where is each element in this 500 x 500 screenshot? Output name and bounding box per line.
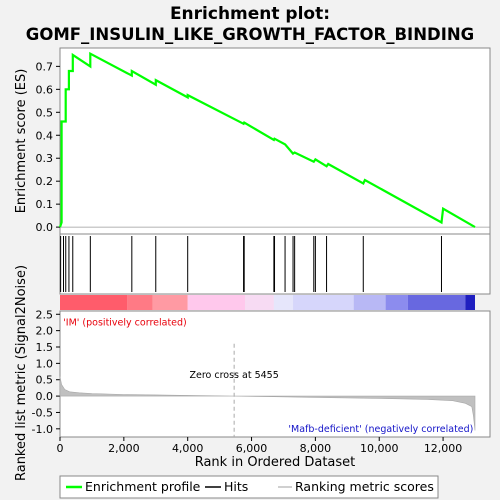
legend-box <box>59 475 439 499</box>
metric-y-tick-label: 2.0 <box>36 325 54 338</box>
es-y-tick-label: 0.0 <box>36 221 54 234</box>
x-tick-label: 12,000 <box>424 442 463 455</box>
x-tick-label: 0 <box>57 442 64 455</box>
metric-y-ticks: -1.0 -0.5 0.0 0.5 1.0 1.5 2.0 2.5 <box>32 308 60 436</box>
es-y-tick-label: 0.1 <box>36 198 54 211</box>
legend-es-label: Enrichment profile <box>85 479 201 494</box>
chart-title-line1: Enrichment plot: <box>170 4 330 24</box>
x-tick-label: 6,000 <box>236 442 268 455</box>
es-y-ticks: 0.0 0.1 0.2 0.3 0.4 0.5 0.6 0.7 <box>36 60 60 234</box>
x-tick-label: 2,000 <box>108 442 140 455</box>
legend: Enrichment profile Hits Ranking metric s… <box>59 475 439 499</box>
enrichment-score-panel: 0.0 0.1 0.2 0.3 0.4 0.5 0.6 0.7 Enrichment scor… <box>14 47 491 235</box>
chart-title-line2: GOMF_INSULIN_LIKE_GROWTH_FACTOR_BINDING <box>26 25 474 44</box>
es-y-tick-label: 0.5 <box>36 106 54 119</box>
hit-lines <box>60 236 442 292</box>
es-y-tick-label: 0.7 <box>36 60 54 73</box>
rank-bar-segment <box>273 295 294 310</box>
metric-y-tick-label: 0.5 <box>36 374 54 387</box>
rank-color-bar <box>60 295 475 310</box>
es-y-tick-label: 0.6 <box>36 83 54 96</box>
x-tick-label: 4,000 <box>172 442 204 455</box>
x-axis-label: Rank in Ordered Dataset <box>195 455 356 470</box>
rank-bar-segment <box>245 295 274 310</box>
rank-bar-segment <box>187 295 246 310</box>
x-tick-label: 8,000 <box>300 442 332 455</box>
es-y-tick-label: 0.2 <box>36 175 54 188</box>
rank-bar-segment <box>385 295 408 310</box>
es-y-axis-label: Enrichment score (ES) <box>14 69 29 214</box>
metric-y-tick-label: 0.0 <box>36 390 54 403</box>
rank-bar-segment <box>127 295 153 310</box>
metric-plot-area <box>59 310 491 438</box>
metric-y-tick-label: -1.0 <box>32 423 53 436</box>
es-curve <box>58 51 476 229</box>
metric-y-tick-label: -0.5 <box>32 406 53 419</box>
ranked-metric-panel: -1.0 -0.5 0.0 0.5 1.0 1.5 2.0 2.5 0 2,000 4,000 6,… <box>14 265 491 481</box>
legend-hits-label: Hits <box>224 479 248 494</box>
rank-bar-segment <box>353 295 386 310</box>
es-y-tick-label: 0.4 <box>36 129 54 142</box>
hits-panel <box>59 233 491 295</box>
metric-x-ticks: 0 2,000 4,000 6,000 8,000 10,000 12,000 <box>57 437 463 455</box>
metric-y-tick-label: 1.5 <box>36 341 54 354</box>
rank-bar-segment <box>465 295 475 310</box>
x-tick-label: 10,000 <box>360 442 399 455</box>
rank-bar-segment <box>293 295 354 310</box>
metric-y-tick-label: 1.0 <box>36 357 54 370</box>
ranking-metric-area <box>59 376 476 431</box>
negative-correlation-label: 'Mafb-deficient' (negatively correlated) <box>288 424 473 435</box>
metric-y-axis-label: Ranked list metric (Signal2Noise) <box>14 265 29 481</box>
rank-bar-segment <box>407 295 466 310</box>
es-y-tick-label: 0.3 <box>36 152 54 165</box>
legend-metric-label: Ranking metric scores <box>295 479 434 494</box>
metric-y-tick-label: 2.5 <box>36 308 54 321</box>
rank-bar-segment <box>60 295 128 310</box>
es-plot-area <box>59 47 491 235</box>
positive-correlation-label: 'IM' (positively correlated) <box>63 318 187 329</box>
zero-cross-label: Zero cross at 5455 <box>189 370 278 381</box>
rank-bar-segment <box>152 295 188 310</box>
